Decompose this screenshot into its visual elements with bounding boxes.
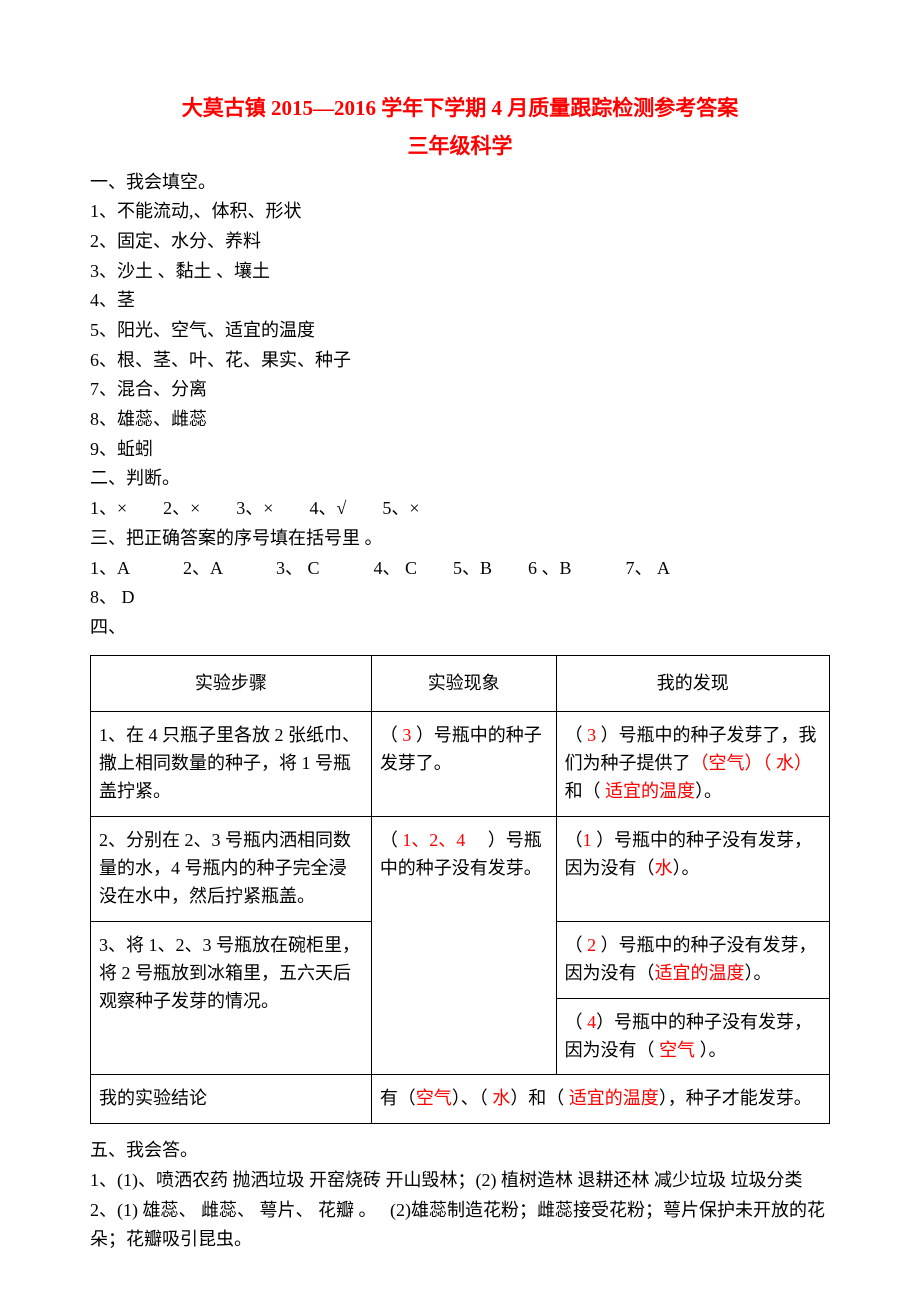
r4c3-d: ）。 [700,1040,727,1060]
r1c2-pre: （ [380,725,398,745]
table-row2-col3: （1 ）号瓶中的种子没有发芽，因为没有（水）。 [556,817,829,922]
r1c2-num: 3 [398,725,416,745]
r23c2-a: （ [380,830,403,850]
section-5-heading: 五、我会答。 [90,1136,830,1166]
r1c3-e: 适宜的温度 [605,781,695,801]
table-row23-col2: （ 1、2、4 ）号瓶中的种子没有发芽。 [371,817,556,1075]
r1c3-a: （ [565,725,583,745]
table-row5-col1: 我的实验结论 [91,1075,372,1124]
table-row4-col3: （ 4）号瓶中的种子没有发芽，因为没有（ 空气 ）。 [556,998,829,1075]
title-line-1: 大莫古镇 2015—2016 学年下学期 4 月质量跟踪检测参考答案 [90,90,830,128]
sec1-item-4: 4、茎 [90,286,830,316]
sec1-item-1: 1、不能流动,、体积、形状 [90,197,830,227]
table-row5-col23: 有（空气）、（ 水）和（ 适宜的温度），种子才能发芽。 [371,1075,829,1124]
r23c2-nums: 1、2、4 [402,830,470,850]
sec1-item-2: 2、固定、水分、养料 [90,227,830,257]
section-2-heading: 二、判断。 [90,464,830,494]
sec2-answers: 1、× 2、× 3、× 4、√ 5、× [90,494,830,524]
r3c3-c: 适宜的温度 [655,963,745,983]
sec5-q1: 1、(1)、喷洒农药 抛洒垃圾 开窑烧砖 开山毁林；(2) 植树造林 退耕还林 … [90,1166,830,1196]
table-row2-col1: 2、分别在 2、3 号瓶内洒相同数量的水，4 号瓶内的种子完全浸没在水中，然后拧… [91,817,372,922]
r4c3-c: 空气 [659,1040,700,1060]
section-4-heading: 四、 [90,613,830,643]
r2c3-d: ）。 [673,858,700,878]
section-1-heading: 一、我会填空。 [90,168,830,198]
section-3-heading: 三、把正确答案的序号填在括号里 。 [90,524,830,554]
sec1-item-3: 3、沙土 、黏土 、壤土 [90,257,830,287]
experiment-table: 实验步骤 实验现象 我的发现 1、在 4 只瓶子里各放 2 张纸巾、撒上相同数量… [90,655,830,1125]
r2c3-a: （ [565,830,583,850]
r1c3-d: 和（ [565,781,606,801]
sec1-item-7: 7、混合、分离 [90,375,830,405]
r4c3-a: （ [565,1012,588,1032]
r1c3-f: ）。 [695,781,722,801]
r1c3-c: （空气）（ 水） [691,753,813,773]
sec1-item-6: 6、根、茎、叶、花、果实、种子 [90,346,830,376]
r5-e: ）和（ [510,1088,569,1108]
r5-d: 水 [492,1088,510,1108]
table-row1-col2: （ 3 ）号瓶中的种子发芽了。 [371,712,556,817]
r3c3-num: 2 [587,935,601,955]
table-row1-col3: （ 3 ）号瓶中的种子发芽了，我们为种子提供了（空气）（ 水）和（ 适宜的温度）… [556,712,829,817]
r3c3-d: ）。 [745,963,772,983]
table-row3-col1: 3、将 1、2、3 号瓶放在碗柜里，将 2 号瓶放到冰箱里，五六天后观察种子发芽… [91,921,372,1075]
r4c3-num: 4 [587,1012,596,1032]
sec1-item-5: 5、阳光、空气、适宜的温度 [90,316,830,346]
table-row3-col3: （ 2 ）号瓶中的种子没有发芽，因为没有（适宜的温度）。 [556,921,829,998]
sec1-item-9: 9、蚯蚓 [90,435,830,465]
r5-g: ），种子才能发芽。 [659,1088,812,1108]
sec5-q2: 2、(1) 雄蕊、 雌蕊、 萼片、 花瓣 。 (2)雄蕊制造花粉；雌蕊接受花粉；… [90,1196,830,1255]
r1c3-num: 3 [583,725,601,745]
r2c3-c: 水 [655,858,673,878]
table-header-finding: 我的发现 [556,655,829,712]
sec3-answers-line2: 8、 D [90,583,830,613]
sec1-item-8: 8、雄蕊、雌蕊 [90,405,830,435]
table-row1-col1: 1、在 4 只瓶子里各放 2 张纸巾、撒上相同数量的种子，将 1 号瓶盖拧紧。 [91,712,372,817]
title-line-2: 三年级科学 [90,128,830,166]
r5-a: 有（ [380,1088,416,1108]
table-header-steps: 实验步骤 [91,655,372,712]
r5-c: ）、（ [452,1088,493,1108]
r5-f: 适宜的温度 [569,1088,659,1108]
r5-b: 空气 [416,1088,452,1108]
table-header-phenomenon: 实验现象 [371,655,556,712]
sec3-answers-line1: 1、A 2、A 3、 C 4、 C 5、B 6 、B 7、 A [90,554,830,584]
r3c3-a: （ [565,935,588,955]
r2c3-num: 1 [583,830,597,850]
